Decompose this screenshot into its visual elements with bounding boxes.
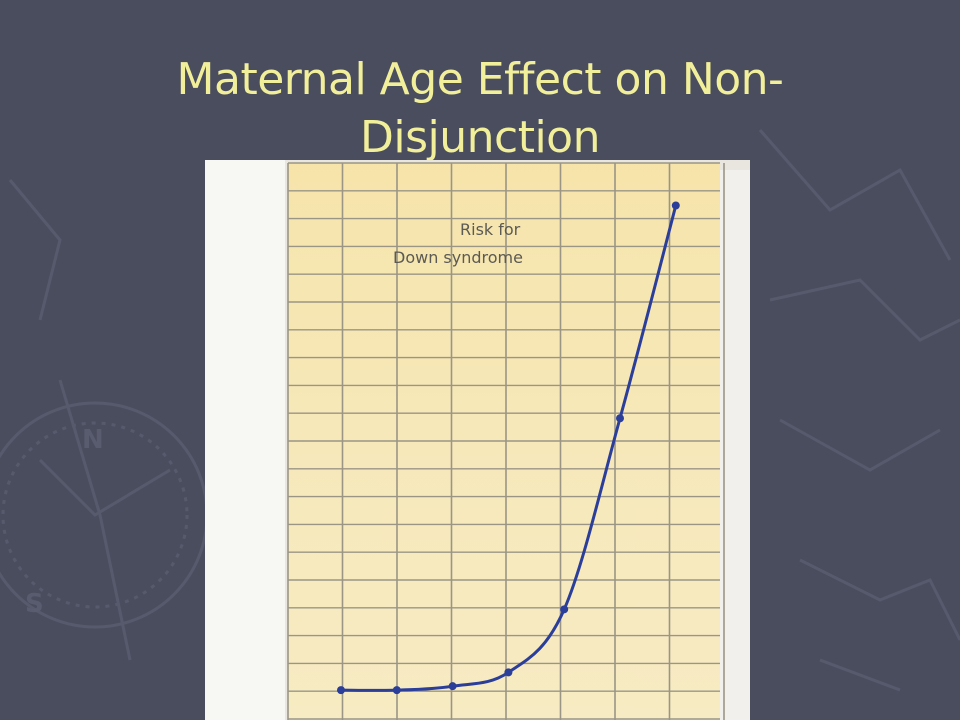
data-point-1 bbox=[337, 686, 345, 695]
annotation-risk-line-2: Down syndrome bbox=[393, 248, 523, 267]
grid-lines bbox=[287, 162, 725, 720]
scan-border-left bbox=[205, 160, 285, 720]
compass-s-glyph: S bbox=[25, 589, 44, 619]
chart-figure: Risk for Down syndrome bbox=[205, 150, 750, 720]
data-point-5 bbox=[560, 605, 569, 614]
data-point-2 bbox=[392, 686, 401, 695]
data-points bbox=[337, 201, 680, 695]
compass-n-glyph: N bbox=[82, 425, 104, 455]
data-point-7 bbox=[671, 201, 680, 210]
data-point-4 bbox=[504, 668, 513, 677]
data-point-6 bbox=[616, 414, 624, 423]
slide-title-line-2: Disjunction bbox=[359, 112, 601, 164]
annotation-risk-line-1: Risk for bbox=[460, 220, 521, 239]
slide-title-line-1: Maternal Age Effect on Non- bbox=[176, 54, 784, 106]
series-line bbox=[340, 205, 678, 692]
data-point-3 bbox=[448, 682, 457, 691]
slide-title: Maternal Age Effect on Non- Disjunction bbox=[80, 51, 880, 167]
scan-border-right bbox=[720, 170, 750, 720]
chart-svg: Risk for Down syndrome bbox=[205, 160, 750, 720]
